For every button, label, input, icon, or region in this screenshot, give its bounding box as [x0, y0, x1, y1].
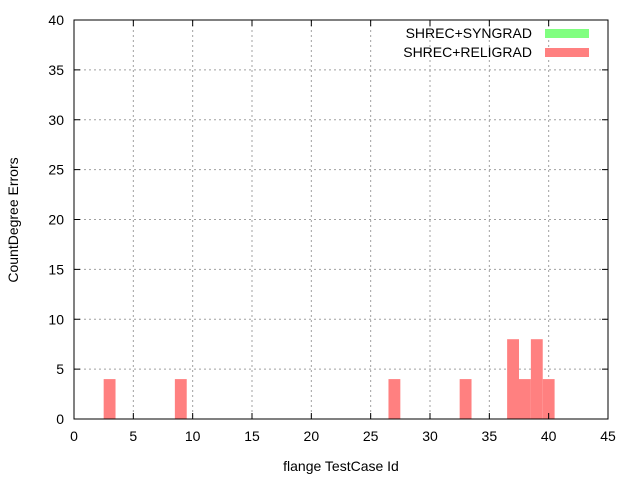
bar: [103, 379, 116, 419]
bar: [459, 379, 472, 419]
x-tick-label: 20: [304, 428, 320, 444]
bar: [388, 379, 401, 419]
x-tick-label: 35: [482, 428, 498, 444]
x-tick-label: 45: [600, 428, 616, 444]
y-tick-label: 20: [48, 212, 64, 228]
x-tick-label: 30: [422, 428, 438, 444]
y-tick-label: 35: [48, 62, 64, 78]
y-tick-label: 10: [48, 311, 64, 327]
x-axis-title: flange TestCase Id: [283, 458, 399, 474]
grid-lines: [74, 20, 608, 419]
x-tick-label: 40: [541, 428, 557, 444]
legend-swatch: [545, 29, 589, 38]
y-tick-label: 15: [48, 261, 64, 277]
y-tick-labels: 0 5 10 15 20 25 30 35 40: [48, 12, 64, 427]
bar: [542, 379, 555, 419]
x-tick-label: 5: [129, 428, 137, 444]
legend-swatch: [545, 48, 589, 57]
y-axis-title: CountDegree Errors: [5, 157, 21, 282]
y-tick-label: 30: [48, 112, 64, 128]
legend-label: SHREC+RELIGRAD: [403, 44, 532, 60]
bar: [174, 379, 187, 419]
legend: SHREC+SYNGRAD SHREC+RELIGRAD: [403, 25, 589, 60]
x-tick-label: 15: [244, 428, 260, 444]
bars: [103, 339, 555, 419]
axis-ticks: [73, 19, 609, 420]
legend-label: SHREC+SYNGRAD: [406, 25, 532, 41]
x-tick-label: 25: [363, 428, 379, 444]
y-tick-label: 0: [56, 411, 64, 427]
y-tick-label: 40: [48, 12, 64, 28]
x-tick-labels: 0 5 10 15 20 25 30 35 40 45: [70, 428, 616, 444]
y-tick-label: 25: [48, 162, 64, 178]
y-tick-label: 5: [56, 361, 64, 377]
x-tick-label: 0: [70, 428, 78, 444]
bar: [507, 339, 519, 419]
bar: [519, 379, 531, 419]
bar: [530, 339, 543, 419]
x-tick-label: 10: [185, 428, 201, 444]
